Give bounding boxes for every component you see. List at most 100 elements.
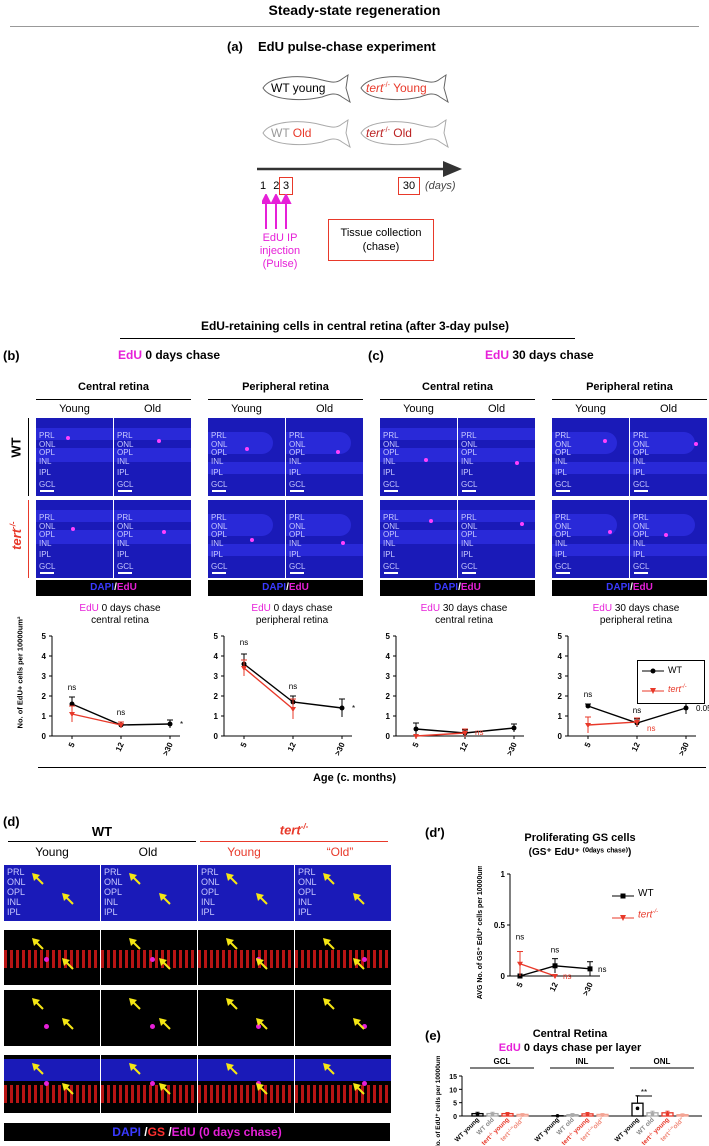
yellow-arrow-icon bbox=[159, 1083, 171, 1095]
layer-label: ONL bbox=[104, 877, 123, 887]
data-point bbox=[585, 723, 591, 728]
layer-label: INL bbox=[298, 897, 313, 907]
yellow-arrow-icon bbox=[129, 938, 141, 950]
series-line bbox=[415, 732, 466, 737]
y-tick-label: 3 bbox=[214, 672, 219, 681]
fish-label-tert-young: tert-/- Young bbox=[366, 81, 427, 95]
section-rule bbox=[120, 338, 575, 339]
gs-stain-band bbox=[295, 1085, 391, 1103]
layer-label: IPL bbox=[39, 468, 52, 477]
significance-label: * bbox=[180, 720, 183, 729]
layer-label: PRL bbox=[117, 431, 133, 440]
group-rule-4 bbox=[552, 399, 707, 400]
retina-image: PRL ONL OPL INL IPL GCL bbox=[114, 418, 191, 496]
retina-layer-labels: PRL ONL OPL INL IPL GCL bbox=[39, 513, 55, 571]
stain-label-2: DAPI/EdU bbox=[208, 580, 363, 596]
edu-cell-marker bbox=[245, 447, 249, 451]
y-tick-label: 3 bbox=[558, 672, 563, 681]
layer-label: INL bbox=[117, 538, 130, 548]
stain-label-3: DAPI/EdU bbox=[380, 580, 535, 596]
yellow-arrow-icon bbox=[226, 998, 238, 1010]
y-axis-title: AVG No. of GS⁺ EdU⁺ cells per 10000um bo… bbox=[477, 866, 484, 999]
retina-layer-labels: PRL ONL OPL INL IPL GCL bbox=[633, 513, 650, 571]
panel-d2-letter: (d′) bbox=[425, 825, 445, 840]
y-tick-label: 0 bbox=[42, 732, 47, 741]
data-point bbox=[517, 961, 523, 967]
layer-label: IPL bbox=[461, 550, 474, 559]
yellow-arrow-icon bbox=[62, 958, 74, 970]
layer-label: IPL bbox=[383, 468, 396, 477]
panel-d-image bbox=[101, 930, 197, 985]
scale-bar bbox=[118, 572, 132, 574]
y-tick-label: 4 bbox=[42, 652, 47, 661]
y-tick-label: 15 bbox=[449, 1074, 457, 1081]
edu-cell-marker bbox=[150, 1081, 155, 1086]
panel-d-col-1: Young bbox=[35, 845, 69, 859]
x-tick-label: >30 bbox=[161, 741, 175, 758]
y-tick-label: 1 bbox=[42, 712, 47, 721]
data-point bbox=[665, 1112, 670, 1116]
chart-title-rest: 0 days chase bbox=[98, 603, 161, 614]
panel-d-image bbox=[4, 1055, 100, 1113]
significance-label: 0.05 bbox=[696, 704, 709, 713]
section-title: EdU-retaining cells in central retina (a… bbox=[200, 319, 510, 333]
layer-label: GCL bbox=[383, 479, 400, 489]
layer-label: IPL bbox=[289, 468, 302, 477]
y-tick-label: 2 bbox=[558, 692, 563, 701]
y-tick-label: 4 bbox=[214, 652, 219, 661]
layer-label: INL bbox=[39, 456, 52, 466]
yellow-arrow-icons bbox=[323, 998, 365, 1030]
data-point bbox=[413, 726, 419, 732]
layer-label: OPL bbox=[117, 530, 134, 539]
chart-subtitle: central retina bbox=[91, 615, 149, 626]
scale-bar bbox=[462, 490, 476, 492]
layer-label: ONL bbox=[383, 521, 400, 531]
data-point bbox=[635, 1106, 640, 1111]
data-point bbox=[600, 1113, 605, 1117]
edu-cell-marker bbox=[341, 541, 345, 545]
layer-label: OPL bbox=[633, 530, 650, 539]
layer-label: PRL bbox=[298, 867, 316, 877]
y-tick-label: 3 bbox=[386, 672, 391, 681]
retina-image: PRL ONL OPL INL IPL GCL bbox=[208, 500, 285, 578]
layer-label: IPL bbox=[289, 550, 302, 559]
fish-outline-3 bbox=[262, 118, 351, 149]
panel-d-wt: WT bbox=[91, 824, 113, 839]
edu-cell-marker bbox=[150, 1024, 155, 1029]
scale-bar bbox=[290, 572, 304, 574]
y-tick-label: 1 bbox=[501, 870, 506, 879]
fish-outline-1 bbox=[262, 73, 351, 104]
x-tick-label: 12 bbox=[630, 741, 642, 753]
x-tick-label-post: "old" bbox=[510, 1116, 526, 1132]
significance-label: ns bbox=[647, 724, 655, 733]
yellow-arrow-icons bbox=[129, 1063, 171, 1095]
fish-outline-4 bbox=[360, 118, 449, 149]
d2-legend-tert-label: tert-/- bbox=[638, 909, 659, 921]
layer-label: IPL bbox=[117, 468, 130, 477]
edu-cell-marker bbox=[362, 1081, 367, 1086]
layer-label: PRL bbox=[201, 867, 219, 877]
yellow-arrow-icons bbox=[129, 873, 171, 905]
gs-stain-band bbox=[198, 950, 294, 968]
yellow-arrow-icons bbox=[226, 938, 268, 970]
yellow-arrow-icons bbox=[323, 938, 365, 970]
data-point bbox=[585, 703, 591, 709]
layer-label: ONL bbox=[211, 439, 228, 449]
layer-label: INL bbox=[289, 538, 302, 548]
panel-d-image bbox=[295, 930, 391, 985]
timeline-arrow bbox=[257, 161, 462, 177]
significance-label: ns bbox=[68, 683, 76, 692]
layer-label: PRL bbox=[633, 513, 649, 522]
panel-d-layer-labels: PRL ONL OPL INL IPL bbox=[201, 867, 220, 917]
yellow-arrow-icons bbox=[129, 938, 171, 970]
scale-bar bbox=[40, 572, 54, 574]
x-tick-label-sup: -/- bbox=[487, 1130, 494, 1137]
retina-image: PRL ONL OPL INL IPL GCL bbox=[552, 418, 629, 496]
x-tick-label: 12 bbox=[286, 741, 298, 753]
panel-d-image bbox=[4, 930, 100, 985]
yellow-arrow-icon bbox=[256, 893, 268, 905]
layer-label: INL bbox=[201, 897, 216, 907]
layer-label: GCL bbox=[461, 561, 478, 571]
layer-label: INL bbox=[211, 456, 224, 466]
